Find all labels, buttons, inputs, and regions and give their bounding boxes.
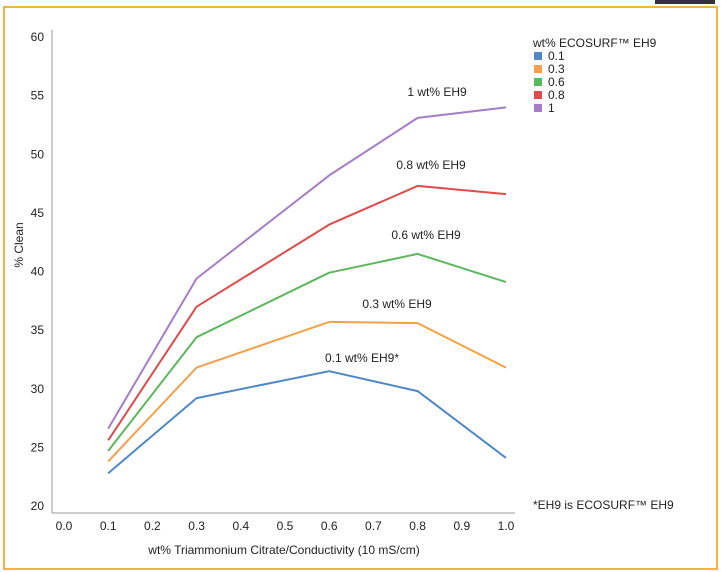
series-lines (107, 106, 507, 474)
legend-swatch (534, 91, 542, 99)
y-tick-label: 55 (31, 89, 45, 103)
y-ticks: 20 25 30 35 40 45 50 55 60 (31, 30, 45, 513)
y-tick-label: 20 (31, 499, 45, 513)
x-tick-label: 0.8 (409, 519, 426, 533)
y-tick-label: 45 (31, 206, 45, 220)
chart-frame (3, 6, 718, 570)
y-tick-label: 30 (31, 382, 45, 396)
y-tick-label: 60 (31, 30, 45, 44)
x-tick-label: 0.2 (144, 519, 161, 533)
legend-swatch (534, 52, 542, 60)
legend-label: 0.1 (548, 49, 565, 63)
legend-items: 0.10.30.60.81 (534, 49, 565, 115)
footnote: *EH9 is ECOSURF™ EH9 (533, 498, 674, 512)
y-axis-title: % Clean (12, 222, 26, 267)
x-tick-label: 0.0 (56, 519, 73, 533)
annotation-0-3: 0.3 wt% EH9 (362, 297, 432, 311)
x-tick-label: 1.0 (498, 519, 515, 533)
legend-title: wt% ECOSURF™ EH9 (532, 36, 657, 50)
legend-label: 0.3 (548, 62, 565, 76)
series-line-1 (107, 106, 507, 430)
y-tick-label: 40 (31, 265, 45, 279)
legend: wt% ECOSURF™ EH9 0.10.30.60.81 (532, 36, 657, 115)
series-line-0-3 (107, 320, 507, 463)
x-tick-label: 0.1 (100, 519, 117, 533)
annotation-0-6: 0.6 wt% EH9 (391, 228, 461, 242)
x-axis-title: wt% Triammonium Citrate/Conductivity (10… (147, 543, 419, 557)
y-tick-label: 25 (31, 440, 45, 454)
annotations: 0.1 wt% EH9* 0.3 wt% EH9 0.6 wt% EH9 0.8 wt… (325, 85, 467, 365)
annotation-1: 1 wt% EH9 (407, 85, 467, 99)
legend-label: 0.8 (548, 88, 565, 102)
legend-label: 0.6 (548, 75, 565, 89)
annotation-0-8: 0.8 wt% EH9 (396, 158, 466, 172)
y-tick-label: 35 (31, 323, 45, 337)
x-tick-label: 0.4 (232, 519, 249, 533)
axes (51, 30, 515, 514)
legend-swatch (534, 65, 542, 73)
legend-swatch (534, 104, 542, 112)
series-line-0-6 (107, 252, 507, 452)
legend-label: 1 (548, 101, 555, 115)
annotation-0-1: 0.1 wt% EH9* (325, 351, 399, 365)
x-tick-label: 0.6 (321, 519, 338, 533)
x-tick-label: 0.9 (453, 519, 470, 533)
x-ticks: 0.0 0.1 0.2 0.3 0.4 0.5 0.6 0.7 0.8 0.9 1.0 (56, 519, 515, 533)
x-tick-label: 0.7 (365, 519, 382, 533)
series-line-0-1 (107, 370, 507, 474)
x-tick-label: 0.5 (277, 519, 294, 533)
x-tick-label: 0.3 (188, 519, 205, 533)
corner-decoration (655, 0, 715, 4)
series-line-0-8 (107, 184, 507, 441)
y-tick-label: 50 (31, 147, 45, 161)
legend-swatch (534, 78, 542, 86)
